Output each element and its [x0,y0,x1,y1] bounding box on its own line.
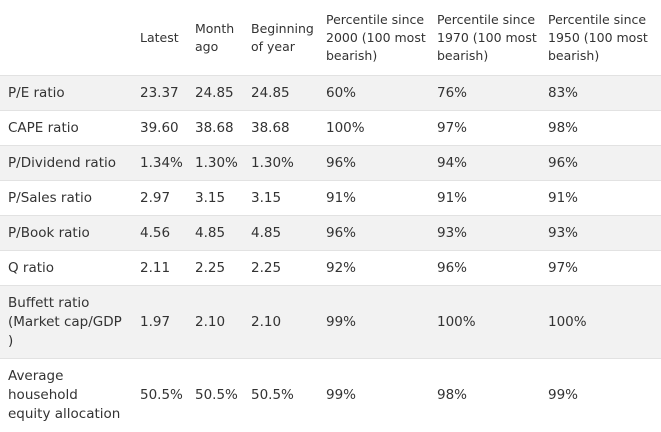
table-row: P/Book ratio 4.56 4.85 4.85 96% 93% 93% [0,215,661,251]
column-header: Percentile since 1950 (100 most bearish) [548,11,648,63]
cell: 92% [322,250,433,286]
cell: 39.60 [136,110,191,146]
row-label: P/E ratio [0,75,136,111]
cell: 1.30% [247,145,322,181]
cell: 99% [322,285,433,359]
cell: 3.15 [247,180,322,216]
row-label: Average household equity allocation [0,358,136,432]
table-row: CAPE ratio 39.60 38.68 38.68 100% 97% 98% [0,110,661,146]
cell: 1.30% [191,145,247,181]
cell: 38.68 [247,110,322,146]
row-label: Q ratio [0,250,136,286]
column-header: Beginning of year [251,20,314,54]
cell: 4.56 [136,215,191,251]
cell: 50.5% [247,358,322,432]
cell: 4.85 [191,215,247,251]
row-label: Buffett ratio (Market cap/GDP ) [0,285,136,359]
cell: 3.15 [191,180,247,216]
cell: 2.25 [191,250,247,286]
cell: 96% [544,145,661,181]
row-label: P/Dividend ratio [0,145,136,181]
row-label: CAPE ratio [0,110,136,146]
column-header: Month ago [195,20,235,54]
cell: 100% [544,285,661,359]
cell: 2.10 [247,285,322,359]
cell: 91% [544,180,661,216]
cell: 2.25 [247,250,322,286]
cell: 4.85 [247,215,322,251]
cell: 98% [433,358,544,432]
cell: 1.97 [136,285,191,359]
cell: 24.85 [191,75,247,111]
table-row: P/E ratio 23.37 24.85 24.85 60% 76% 83% [0,75,661,111]
header-blank [0,0,136,76]
cell: 23.37 [136,75,191,111]
cell: 1.34% [136,145,191,181]
cell: 93% [544,215,661,251]
cell: 50.5% [136,358,191,432]
cell: 94% [433,145,544,181]
cell: 96% [433,250,544,286]
cell: 2.11 [136,250,191,286]
table-row: P/Sales ratio 2.97 3.15 3.15 91% 91% 91% [0,180,661,216]
cell: 38.68 [191,110,247,146]
row-label: P/Book ratio [0,215,136,251]
table-row: Average household equity allocation 50.5%… [0,358,661,432]
cell: 100% [322,110,433,146]
header-row: Latest Month ago Beginning of year Percenti… [0,0,661,76]
cell: 100% [433,285,544,359]
cell: 99% [322,358,433,432]
cell: 96% [322,215,433,251]
cell: 98% [544,110,661,146]
cell: 2.97 [136,180,191,216]
cell: 99% [544,358,661,432]
column-header: Percentile since 2000 (100 most bearish) [326,11,426,63]
cell: 24.85 [247,75,322,111]
table-row: Q ratio 2.11 2.25 2.25 92% 96% 97% [0,250,661,286]
cell: 2.10 [191,285,247,359]
table-body: P/E ratio 23.37 24.85 24.85 60% 76% 83% CAPE ra… [0,75,661,432]
cell: 97% [433,110,544,146]
cell: 93% [433,215,544,251]
cell: 83% [544,75,661,111]
cell: 91% [322,180,433,216]
cell: 60% [322,75,433,111]
cell: 96% [322,145,433,181]
cell: 91% [433,180,544,216]
cell: 76% [433,75,544,111]
cell: 97% [544,250,661,286]
column-header: Latest [140,29,179,45]
column-header: Percentile since 1970 (100 most bearish) [437,11,537,63]
table-row: P/Dividend ratio 1.34% 1.30% 1.30% 96% 94% 96% [0,145,661,181]
row-label: P/Sales ratio [0,180,136,216]
table-row: Buffett ratio (Market cap/GDP ) 1.97 2.10 2… [0,285,661,359]
cell: 50.5% [191,358,247,432]
